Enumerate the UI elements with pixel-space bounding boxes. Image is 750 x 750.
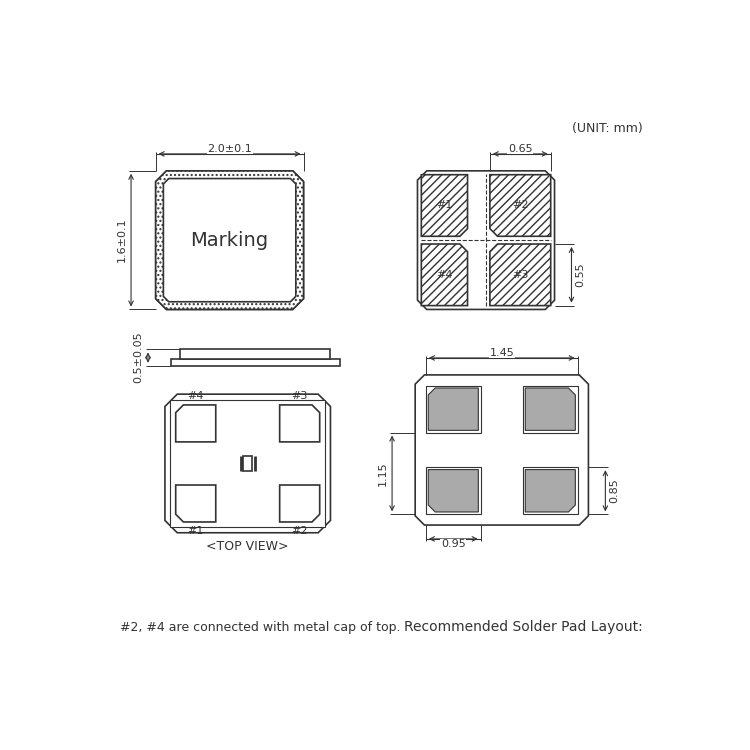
Polygon shape xyxy=(280,485,320,522)
Bar xyxy=(426,386,481,433)
Bar xyxy=(243,456,252,471)
Text: #1: #1 xyxy=(436,200,452,211)
Text: 1.45: 1.45 xyxy=(490,347,514,358)
Text: #4: #4 xyxy=(436,270,453,280)
Text: 0.95: 0.95 xyxy=(441,539,466,549)
Polygon shape xyxy=(418,171,554,310)
Polygon shape xyxy=(156,171,304,310)
Bar xyxy=(171,358,340,366)
Text: 2.0±0.1: 2.0±0.1 xyxy=(207,143,252,154)
Text: 0.65: 0.65 xyxy=(508,143,532,154)
Text: #2, #4 are connected with metal cap of top.: #2, #4 are connected with metal cap of t… xyxy=(120,621,400,634)
Text: (UNIT: mm): (UNIT: mm) xyxy=(572,122,642,135)
Polygon shape xyxy=(156,171,304,310)
Polygon shape xyxy=(165,394,331,532)
Polygon shape xyxy=(280,405,320,442)
Text: #1: #1 xyxy=(188,526,204,536)
Text: #3: #3 xyxy=(292,391,308,401)
Polygon shape xyxy=(490,244,550,305)
Text: 1.6±0.1: 1.6±0.1 xyxy=(117,217,127,262)
Text: #2: #2 xyxy=(512,200,529,211)
Text: #3: #3 xyxy=(512,270,529,280)
Polygon shape xyxy=(428,388,478,430)
Polygon shape xyxy=(422,244,467,305)
Polygon shape xyxy=(422,175,467,236)
Bar xyxy=(523,467,578,514)
Polygon shape xyxy=(525,470,575,512)
Bar xyxy=(180,350,331,358)
Polygon shape xyxy=(525,388,575,430)
Text: 1.15: 1.15 xyxy=(378,461,388,486)
Polygon shape xyxy=(428,470,478,512)
Text: Recommended Solder Pad Layout:: Recommended Solder Pad Layout: xyxy=(404,620,642,634)
Text: 0.85: 0.85 xyxy=(610,478,620,503)
Text: 0.55: 0.55 xyxy=(576,262,586,287)
Polygon shape xyxy=(176,485,216,522)
Bar xyxy=(426,467,481,514)
Text: #2: #2 xyxy=(292,526,308,536)
Bar xyxy=(170,400,325,527)
Text: 0.5±0.05: 0.5±0.05 xyxy=(134,332,144,383)
Polygon shape xyxy=(176,405,216,442)
Text: Marking: Marking xyxy=(190,231,268,250)
Polygon shape xyxy=(164,178,296,302)
Polygon shape xyxy=(490,175,550,236)
Text: #4: #4 xyxy=(188,391,204,401)
Bar xyxy=(523,386,578,433)
Text: <TOP VIEW>: <TOP VIEW> xyxy=(206,540,289,553)
Polygon shape xyxy=(416,375,589,525)
